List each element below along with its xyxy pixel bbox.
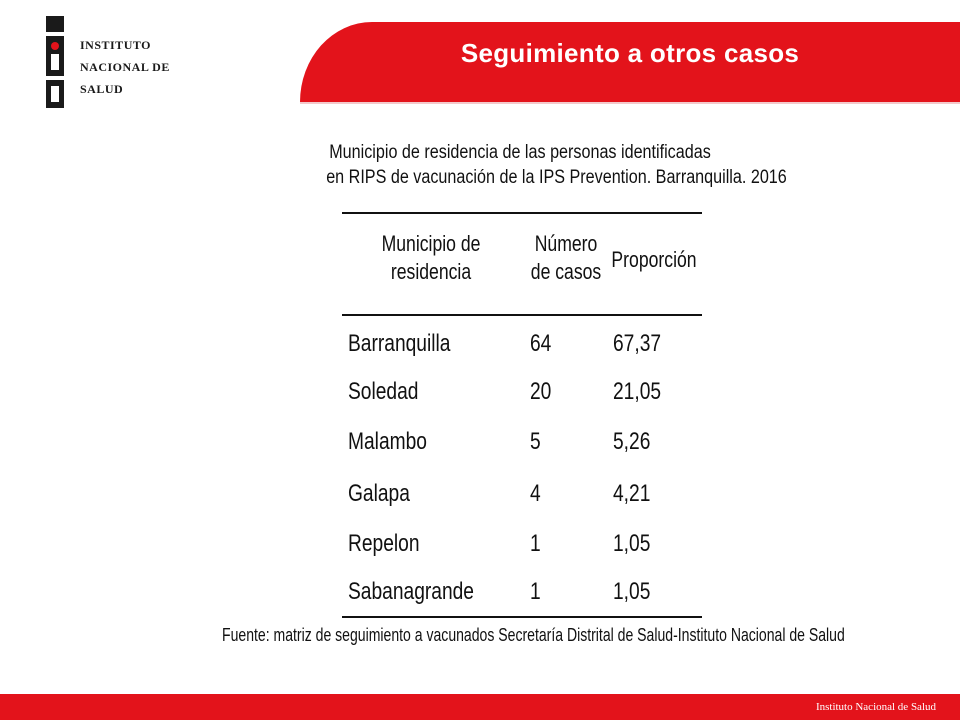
cell-municipio: Repelon: [348, 530, 420, 557]
logo-line-3: Salud: [80, 82, 124, 96]
cell-municipio: Malambo: [348, 428, 427, 455]
table-row: Repelon 1 1,05: [0, 524, 960, 564]
table-title-line-2: en RIPS de vacunación de la IPS Preventi…: [326, 167, 787, 188]
cell-proporcion: 5,26: [613, 428, 651, 455]
table-source-note: Fuente: matriz de seguimiento a vacunado…: [222, 625, 845, 645]
cell-municipio: Sabanagrande: [348, 578, 474, 605]
cell-proporcion: 21,05: [613, 378, 662, 405]
col-header-proporcion: Proporción: [611, 247, 697, 272]
cell-proporcion: 1,05: [613, 578, 651, 605]
cell-municipio: Galapa: [348, 480, 410, 507]
title-band-shadow: [300, 102, 960, 104]
footer-text: Instituto Nacional de Salud: [815, 701, 936, 713]
table-header-rule: [342, 314, 702, 316]
logo-line-1: Instituto: [80, 38, 151, 52]
ins-logo: Instituto Nacional de Salud: [40, 16, 190, 108]
cell-proporcion: 1,05: [613, 530, 651, 557]
cell-casos: 4: [530, 480, 541, 507]
cell-casos: 64: [530, 330, 552, 357]
col-header-numero-line-1: Número: [534, 231, 598, 256]
logo-line-2: Nacional de: [80, 60, 170, 74]
title-band: [300, 22, 960, 102]
table-row: Barranquilla 64 67,37: [0, 324, 960, 364]
col-header-numero-line-2: de casos: [530, 259, 602, 284]
footer-bar: [0, 694, 960, 720]
table-row: Galapa 4 4,21: [0, 474, 960, 514]
cell-casos: 1: [530, 578, 541, 605]
table-title-line-1: Municipio de residencia de las personas …: [329, 142, 711, 163]
cell-casos: 20: [530, 378, 552, 405]
cell-proporcion: 4,21: [613, 480, 651, 507]
col-header-municipio-line-1: Municipio de: [381, 231, 481, 256]
col-header-numero: Número de casos: [529, 230, 603, 286]
table-row: Soledad 20 21,05: [0, 372, 960, 412]
col-header-municipio: Municipio de residencia: [360, 230, 502, 286]
cell-municipio: Barranquilla: [348, 330, 451, 357]
table-title: Municipio de residencia de las personas …: [316, 140, 787, 190]
cell-casos: 5: [530, 428, 541, 455]
cell-casos: 1: [530, 530, 541, 557]
table-row: Malambo 5 5,26: [0, 422, 960, 462]
ins-logo-text: Instituto Nacional de Salud: [80, 34, 170, 100]
cell-proporcion: 67,37: [613, 330, 662, 357]
table-row: Sabanagrande 1 1,05: [0, 572, 960, 612]
ins-logo-icon: [46, 16, 64, 108]
table-bottom-rule: [342, 616, 702, 618]
col-header-municipio-line-2: residencia: [390, 259, 472, 284]
cell-municipio: Soledad: [348, 378, 419, 405]
page-title: Seguimiento a otros casos: [460, 38, 800, 68]
table-top-rule: [342, 212, 702, 214]
